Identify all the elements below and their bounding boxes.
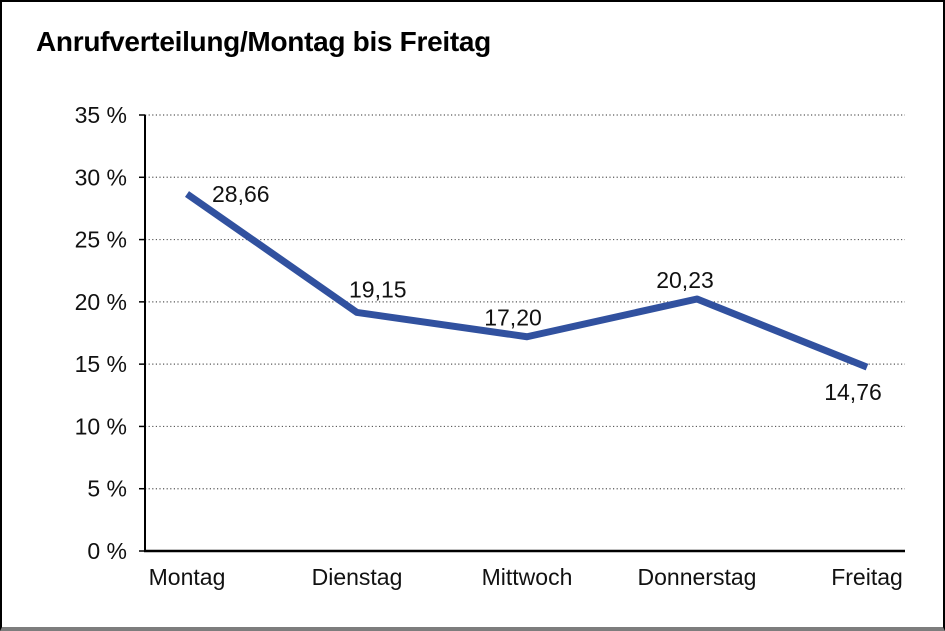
y-axis-label: 30 % (75, 164, 127, 190)
y-axis-label: 20 % (75, 289, 127, 315)
y-axis-label: 5 % (87, 476, 127, 502)
data-label: 20,23 (656, 267, 714, 293)
x-axis-label: Mittwoch (482, 564, 573, 590)
y-axis-label: 0 % (87, 538, 127, 564)
x-axis-label: Donnerstag (638, 564, 757, 590)
x-axis-label: Montag (149, 564, 226, 590)
data-label: 17,20 (484, 305, 542, 331)
data-label: 14,76 (824, 379, 882, 405)
y-axis-label: 35 % (75, 102, 127, 128)
x-axis-label: Dienstag (312, 564, 403, 590)
data-label: 28,66 (212, 181, 270, 207)
chart-title: Anrufverteilung/Montag bis Freitag (36, 26, 491, 57)
y-axis-label: 15 % (75, 351, 127, 377)
data-label: 19,15 (349, 276, 407, 302)
y-axis-label: 10 % (75, 413, 127, 439)
y-axis-label: 25 % (75, 227, 127, 253)
data-line (184, 191, 869, 371)
x-axis-label: Freitag (831, 564, 903, 590)
